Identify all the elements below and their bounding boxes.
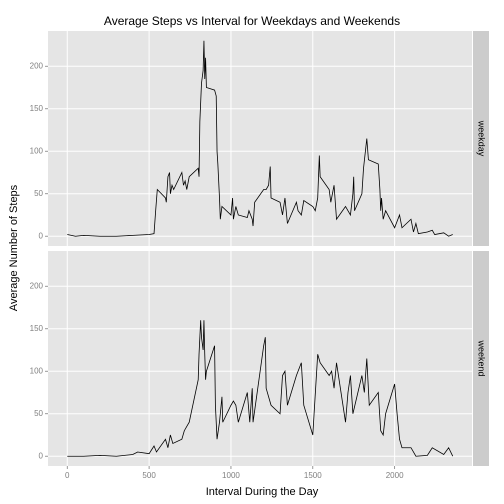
- facet-label: weekend: [477, 339, 487, 376]
- facet-label: weekday: [477, 120, 487, 157]
- x-tick-label: 0: [65, 471, 70, 480]
- y-tick-label: 150: [30, 104, 44, 113]
- y-tick-label: 200: [30, 61, 44, 70]
- x-tick-label: 1500: [304, 471, 322, 480]
- y-tick-label: 100: [30, 366, 44, 375]
- panel-background: [48, 31, 472, 246]
- y-tick-label: 200: [30, 281, 44, 290]
- y-tick-label: 0: [39, 231, 44, 240]
- x-tick-label: 1000: [222, 471, 240, 480]
- panel-background: [48, 251, 472, 466]
- y-tick-label: 0: [39, 451, 44, 460]
- facet-strip: [473, 251, 489, 466]
- y-tick-label: 150: [30, 324, 44, 333]
- chart-title: Average Steps vs Interval for Weekdays a…: [104, 14, 400, 28]
- x-axis-label: Interval During the Day: [206, 486, 319, 498]
- y-tick-label: 100: [30, 146, 44, 155]
- facet-strip: [473, 31, 489, 246]
- x-tick-label: 2000: [386, 471, 404, 480]
- line: [67, 40, 453, 237]
- y-tick-label: 50: [34, 409, 43, 418]
- y-tick-label: 50: [34, 189, 43, 198]
- y-axis-label: Average Number of Steps: [8, 184, 20, 311]
- line: [67, 320, 454, 457]
- x-tick-label: 500: [142, 471, 156, 480]
